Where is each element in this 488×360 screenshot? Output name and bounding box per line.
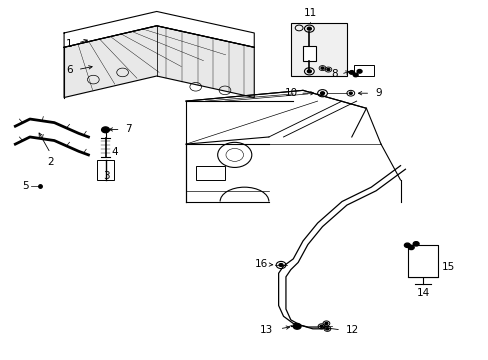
Circle shape [407, 245, 413, 249]
Circle shape [356, 69, 361, 73]
Polygon shape [64, 26, 254, 98]
Circle shape [320, 325, 323, 327]
Circle shape [325, 328, 328, 330]
Text: 1: 1 [66, 39, 73, 49]
Bar [353, 64, 373, 76]
Text: 13: 13 [259, 325, 272, 335]
Circle shape [404, 243, 409, 247]
Text: 15: 15 [441, 262, 454, 272]
Circle shape [321, 67, 324, 69]
Circle shape [307, 27, 311, 30]
Circle shape [326, 68, 329, 71]
Text: 10: 10 [285, 88, 298, 98]
Bar [97, 160, 114, 180]
Circle shape [307, 70, 311, 73]
Bar [303, 45, 315, 60]
Text: 7: 7 [125, 125, 132, 134]
Text: 16: 16 [254, 259, 267, 269]
Text: 8: 8 [331, 69, 337, 79]
Circle shape [293, 323, 301, 329]
Bar [407, 244, 437, 277]
Text: 4: 4 [112, 147, 118, 157]
Text: 14: 14 [415, 288, 429, 298]
Text: 9: 9 [374, 88, 381, 98]
Text: 12: 12 [345, 325, 359, 335]
Circle shape [325, 322, 327, 324]
Circle shape [279, 264, 283, 266]
Text: 6: 6 [66, 65, 73, 75]
Circle shape [348, 92, 351, 94]
Circle shape [320, 92, 324, 95]
Circle shape [102, 127, 109, 133]
Text: 11: 11 [303, 8, 316, 18]
Bar [290, 23, 346, 76]
Text: 5: 5 [22, 181, 29, 192]
Bar [195, 166, 224, 180]
Text: 3: 3 [103, 171, 109, 181]
Text: 2: 2 [47, 157, 54, 167]
Circle shape [348, 71, 353, 74]
Circle shape [352, 73, 357, 77]
Circle shape [412, 242, 418, 246]
